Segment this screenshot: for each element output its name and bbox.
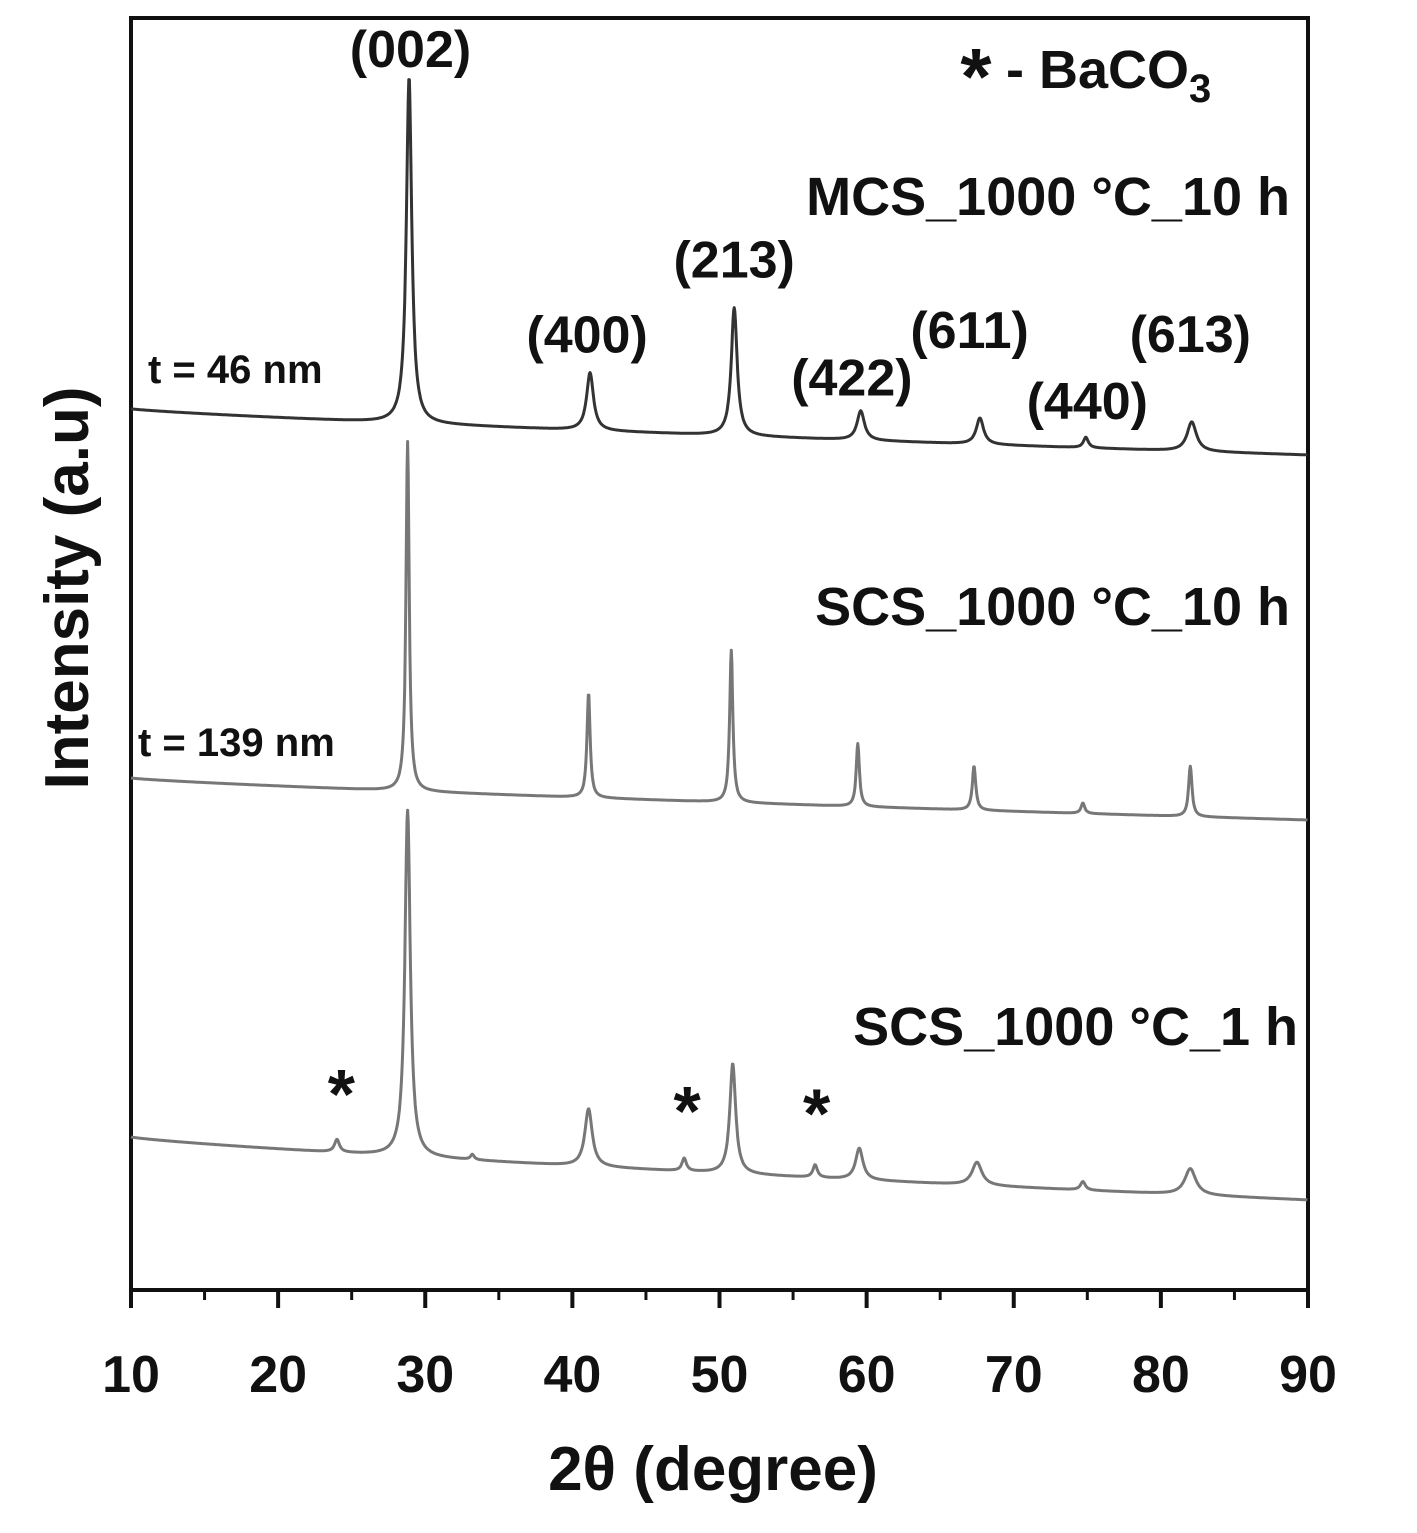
- x-tick-label-4: 50: [691, 1346, 749, 1404]
- series-annotation-1: t = 139 nm: [138, 721, 335, 765]
- x-tick-label-8: 90: [1279, 1346, 1337, 1404]
- series-line-1: [130, 440, 1309, 822]
- annotation-layer: (002) (400) (213) (422)(611) (440) (613) * * *: [328, 21, 1251, 1153]
- x-tick-label-7: 80: [1132, 1346, 1190, 1404]
- legend-star: *: [960, 32, 992, 121]
- peak-label-2: (213): [673, 232, 794, 290]
- peak-label-0: (002): [350, 21, 471, 79]
- series-name-label-0: MCS_1000 °C_10 h: [806, 167, 1290, 227]
- legend-note: * - BaCO3: [960, 32, 1211, 121]
- x-axis: 10 20 30 40 50 60 70 80 90: [102, 1290, 1337, 1404]
- x-axis-label: 2θ (degree): [548, 1435, 878, 1504]
- peak-label-3: (422): [791, 350, 912, 408]
- series-layer: [130, 78, 1309, 1202]
- series-line-2: [130, 808, 1309, 1202]
- peak-label-5: (440): [1027, 373, 1148, 431]
- y-axis-label: Intensity (a.u): [33, 386, 102, 789]
- baco3-marker-8: *: [673, 1072, 701, 1150]
- series-annotation-0: t = 46 nm: [148, 348, 323, 392]
- baco3-marker-9: *: [803, 1075, 831, 1153]
- x-tick-label-6: 70: [985, 1346, 1043, 1404]
- series-name-label-1: SCS_1000 °C_10 h: [815, 577, 1290, 637]
- legend-text: - BaCO: [1006, 40, 1189, 100]
- x-tick-label-2: 30: [396, 1346, 454, 1404]
- baco3-marker-7: *: [328, 1055, 356, 1133]
- series-name-label-2: SCS_1000 °C_1 h: [853, 997, 1298, 1057]
- x-tick-label-0: 10: [102, 1346, 160, 1404]
- peak-label-1: (400): [526, 307, 647, 365]
- x-tick-label-5: 60: [838, 1346, 896, 1404]
- series-line-0: [130, 78, 1309, 457]
- peak-label-6: (613): [1130, 306, 1251, 364]
- x-tick-label-3: 40: [543, 1346, 601, 1404]
- legend-subscript: 3: [1189, 67, 1211, 111]
- x-tick-label-1: 20: [249, 1346, 307, 1404]
- peak-label-4: (611): [910, 302, 1029, 360]
- legend-text-group: - BaCO3: [1006, 40, 1211, 111]
